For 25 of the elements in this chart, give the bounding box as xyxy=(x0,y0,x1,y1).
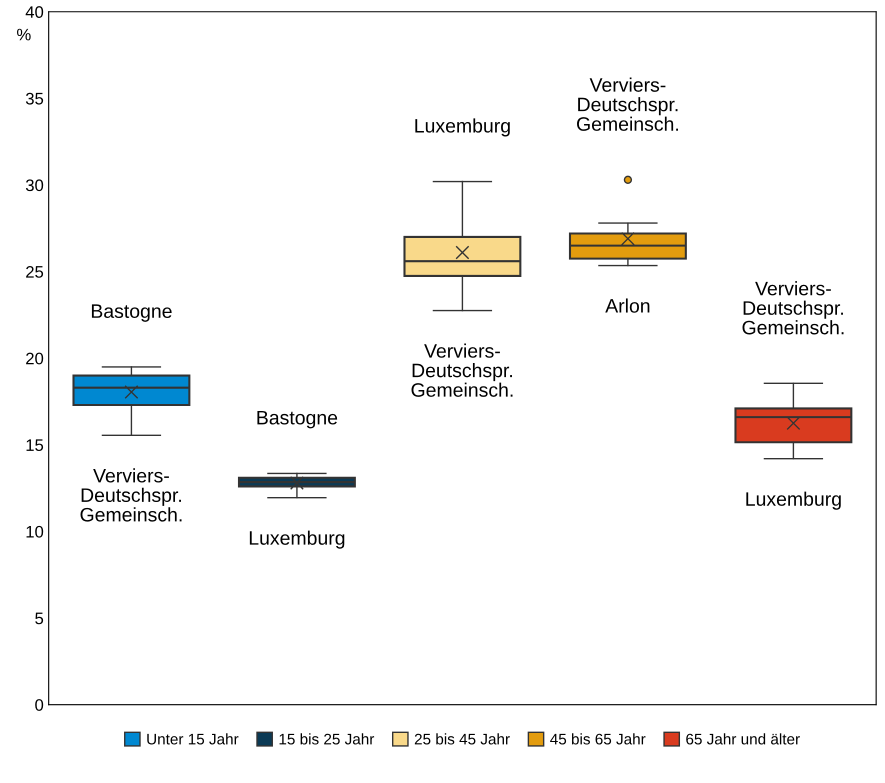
annotation: Bastogne xyxy=(92,304,172,322)
legend-label: 45 bis 65 Jahr xyxy=(550,733,646,745)
y-tick-label: 25 xyxy=(26,266,44,278)
y-tick-label: 20 xyxy=(26,352,44,364)
annotation: Bastogne xyxy=(257,410,338,428)
annotation: Arlon xyxy=(605,298,650,313)
y-tick-label: 5 xyxy=(35,612,44,624)
annotation: Verviers- Deutschspr. Gemeinsch. xyxy=(80,468,182,522)
y-tick-label: 40 xyxy=(26,6,44,18)
annotation: Luxemburg xyxy=(415,118,510,136)
annotation: Verviers- Deutschspr. Gemeinsch. xyxy=(412,343,513,397)
y-tick-label: 35 xyxy=(26,92,44,105)
annotation: Verviers- Deutschspr. Gemeinsch. xyxy=(742,281,844,334)
y-tick-label: 10 xyxy=(26,526,44,538)
legend-label: 15 bis 25 Jahr xyxy=(280,733,374,745)
y-tick-label: 0 xyxy=(35,699,44,711)
y-axis-title: % xyxy=(17,28,31,40)
annotation: Verviers- Deutschspr. Gemeinsch. xyxy=(577,78,678,131)
legend-label: 25 bis 45 Jahr xyxy=(414,733,510,745)
legend-label: 65 Jahr und älter xyxy=(686,733,800,745)
y-tick-label: 15 xyxy=(26,439,44,452)
annotation: Luxemburg xyxy=(746,492,841,510)
y-tick-label: 30 xyxy=(26,179,44,192)
annotation: Luxemburg xyxy=(250,530,344,549)
legend-label: Unter 15 Jahr xyxy=(147,733,238,745)
